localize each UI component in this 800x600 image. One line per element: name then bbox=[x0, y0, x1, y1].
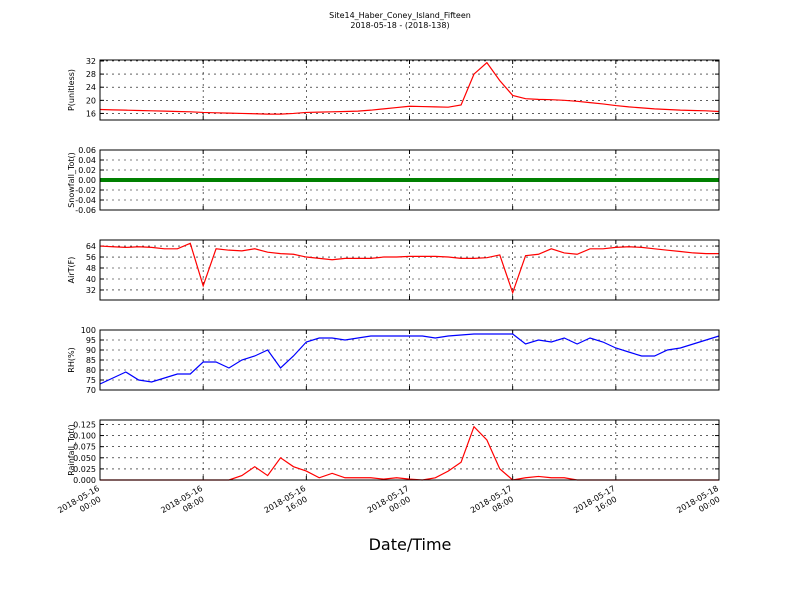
y-axis-label: RH(%) bbox=[67, 347, 76, 372]
y-tick-label: 0.075 bbox=[73, 443, 96, 452]
y-axis-label: AirT(F) bbox=[67, 257, 76, 284]
chart-title: Site14_Haber_Coney_Island_Fifteen bbox=[329, 11, 471, 20]
y-tick-label: 0.00 bbox=[78, 176, 96, 185]
y-tick-label: 0.025 bbox=[73, 465, 96, 474]
y-axis-label: Snowfall_Tot() bbox=[67, 152, 76, 208]
y-tick-label: 48 bbox=[86, 264, 96, 273]
y-tick-label: 64 bbox=[86, 242, 96, 251]
plot-frame bbox=[99, 239, 720, 301]
y-tick-label: 85 bbox=[86, 356, 96, 365]
plot-frame bbox=[99, 59, 720, 121]
y-tick-label: 80 bbox=[86, 366, 96, 375]
y-tick-label: 32 bbox=[86, 286, 96, 295]
y-tick-label: 95 bbox=[86, 336, 96, 345]
y-tick-label: -0.04 bbox=[75, 196, 96, 205]
plot-frame bbox=[99, 329, 720, 391]
y-tick-label: 28 bbox=[86, 70, 96, 79]
y-tick-label: 0.000 bbox=[73, 476, 96, 485]
plot-frame bbox=[99, 149, 720, 211]
y-axis-label: Rainfall_Tot() bbox=[67, 424, 76, 476]
y-tick-label: 70 bbox=[86, 386, 96, 395]
y-tick-label: 90 bbox=[86, 346, 96, 355]
y-tick-label: 75 bbox=[86, 376, 96, 385]
y-tick-label: 100 bbox=[81, 326, 96, 335]
y-tick-label: -0.06 bbox=[75, 206, 96, 215]
y-tick-label: 56 bbox=[86, 253, 96, 262]
data-line bbox=[99, 333, 720, 385]
y-tick-label: 0.050 bbox=[73, 454, 96, 463]
y-tick-label: 40 bbox=[86, 275, 96, 284]
y-axis-label: P(unitless) bbox=[67, 69, 76, 111]
x-axis-label: Date/Time bbox=[369, 535, 452, 554]
y-tick-label: 16 bbox=[86, 109, 96, 118]
y-tick-label: -0.02 bbox=[75, 186, 96, 195]
y-tick-label: 32 bbox=[86, 57, 96, 66]
y-tick-label: 0.100 bbox=[73, 432, 96, 441]
y-tick-label: 20 bbox=[86, 96, 96, 105]
data-line bbox=[99, 242, 719, 295]
y-tick-label: 0.02 bbox=[78, 166, 96, 175]
y-tick-label: 24 bbox=[86, 83, 96, 92]
y-tick-label: 0.125 bbox=[73, 420, 96, 429]
y-tick-label: 0.06 bbox=[78, 146, 96, 155]
chart-subtitle: 2018-05-18 - (2018-138) bbox=[350, 21, 449, 30]
plot-frame bbox=[99, 419, 720, 481]
y-tick-label: 0.04 bbox=[78, 156, 96, 165]
data-line bbox=[99, 61, 720, 115]
